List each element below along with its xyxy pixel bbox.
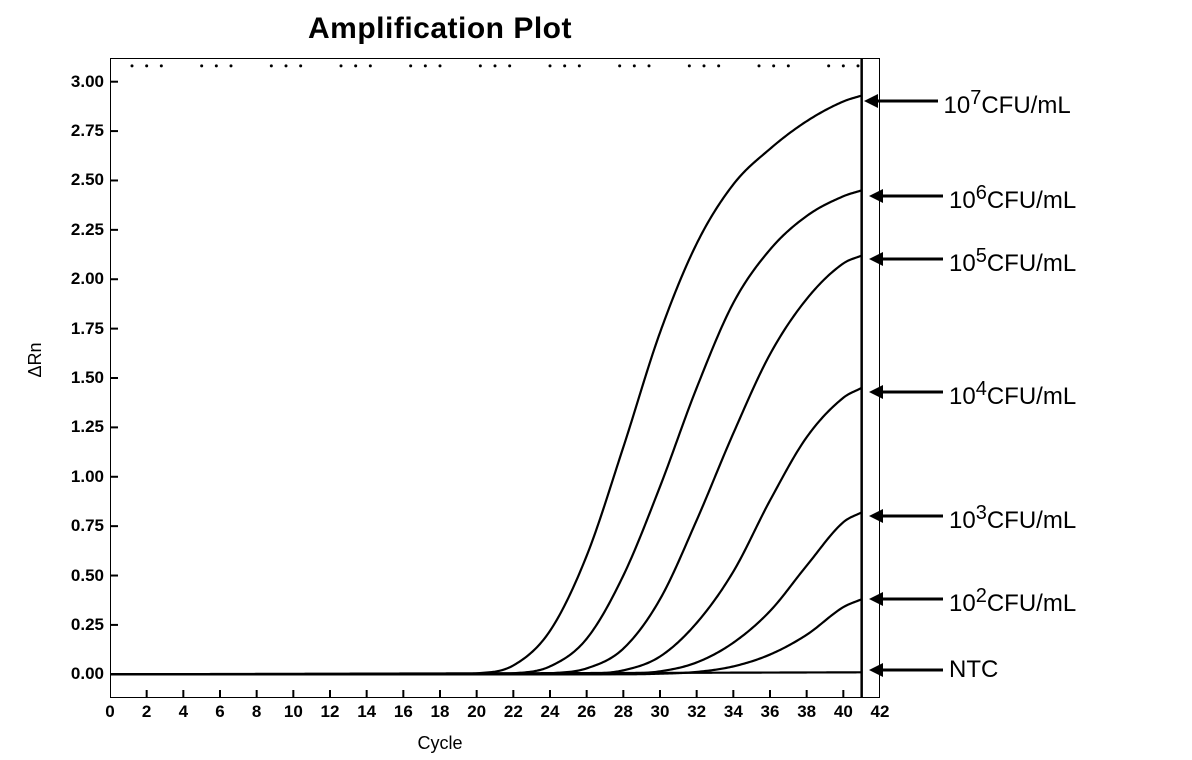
- y-tick-label: 1.75: [71, 319, 104, 339]
- y-tick-label: 0.50: [71, 566, 104, 586]
- x-tick-label: 18: [431, 702, 450, 722]
- x-tick-label: 14: [357, 702, 376, 722]
- x-tick-label: 2: [142, 702, 151, 722]
- arrow-left-icon: [867, 504, 949, 528]
- x-tick-label: 32: [687, 702, 706, 722]
- arrow-left-icon: [867, 587, 949, 611]
- series-annotation: 104CFU/mL: [949, 378, 1076, 411]
- amplification-plot: Amplification Plot ΔRn Cycle 02468101214…: [0, 0, 1192, 760]
- x-tick-label: 22: [504, 702, 523, 722]
- series-annotation: 106CFU/mL: [949, 182, 1076, 215]
- series-curve: [110, 256, 862, 675]
- x-tick-label: 30: [651, 702, 670, 722]
- y-tick-label: 0.00: [71, 664, 104, 684]
- x-tick-label: 6: [215, 702, 224, 722]
- y-tick-label: 2.25: [71, 220, 104, 240]
- y-tick-label: 1.00: [71, 467, 104, 487]
- chart-title: Amplification Plot: [0, 12, 880, 46]
- y-tick-label: 0.25: [71, 615, 104, 635]
- series-annotation: 105CFU/mL: [949, 245, 1076, 278]
- x-tick-label: 28: [614, 702, 633, 722]
- series-curve: [110, 96, 862, 675]
- x-tick-label: 12: [321, 702, 340, 722]
- series-annotation: 102CFU/mL: [949, 585, 1076, 618]
- y-tick-label: 2.50: [71, 170, 104, 190]
- x-tick-label: 20: [467, 702, 486, 722]
- x-tick-label: 8: [252, 702, 261, 722]
- x-tick-label: 38: [797, 702, 816, 722]
- series-annotation: 107CFU/mL: [944, 87, 1071, 120]
- y-axis-label: ΔRn: [25, 342, 46, 377]
- arrow-left-icon: [867, 380, 949, 404]
- series-curve: [110, 190, 862, 674]
- series-curve: [110, 512, 862, 674]
- arrow-left-icon: [862, 89, 944, 113]
- x-tick-label: 10: [284, 702, 303, 722]
- series-curve: [110, 599, 862, 674]
- arrow-left-icon: [867, 247, 949, 271]
- x-tick-label: 4: [179, 702, 188, 722]
- x-tick-label: 40: [834, 702, 853, 722]
- y-tick-label: 2.00: [71, 269, 104, 289]
- x-axis-label: Cycle: [0, 733, 880, 754]
- arrow-left-icon: [867, 658, 949, 682]
- x-tick-label: 34: [724, 702, 743, 722]
- y-tick-label: 1.50: [71, 368, 104, 388]
- x-tick-label: 42: [871, 702, 890, 722]
- x-tick-label: 16: [394, 702, 413, 722]
- series-annotation: NTC: [949, 656, 998, 684]
- y-tick-label: 3.00: [71, 72, 104, 92]
- series-annotation: 103CFU/mL: [949, 502, 1076, 535]
- x-tick-label: 36: [761, 702, 780, 722]
- y-tick-label: 0.75: [71, 516, 104, 536]
- x-tick-label: 24: [541, 702, 560, 722]
- series-curve: [110, 672, 862, 674]
- y-tick-label: 1.25: [71, 417, 104, 437]
- x-tick-label: 26: [577, 702, 596, 722]
- arrow-left-icon: [867, 184, 949, 208]
- y-tick-label: 2.75: [71, 121, 104, 141]
- plot-area: [110, 58, 880, 698]
- x-tick-label: 0: [105, 702, 114, 722]
